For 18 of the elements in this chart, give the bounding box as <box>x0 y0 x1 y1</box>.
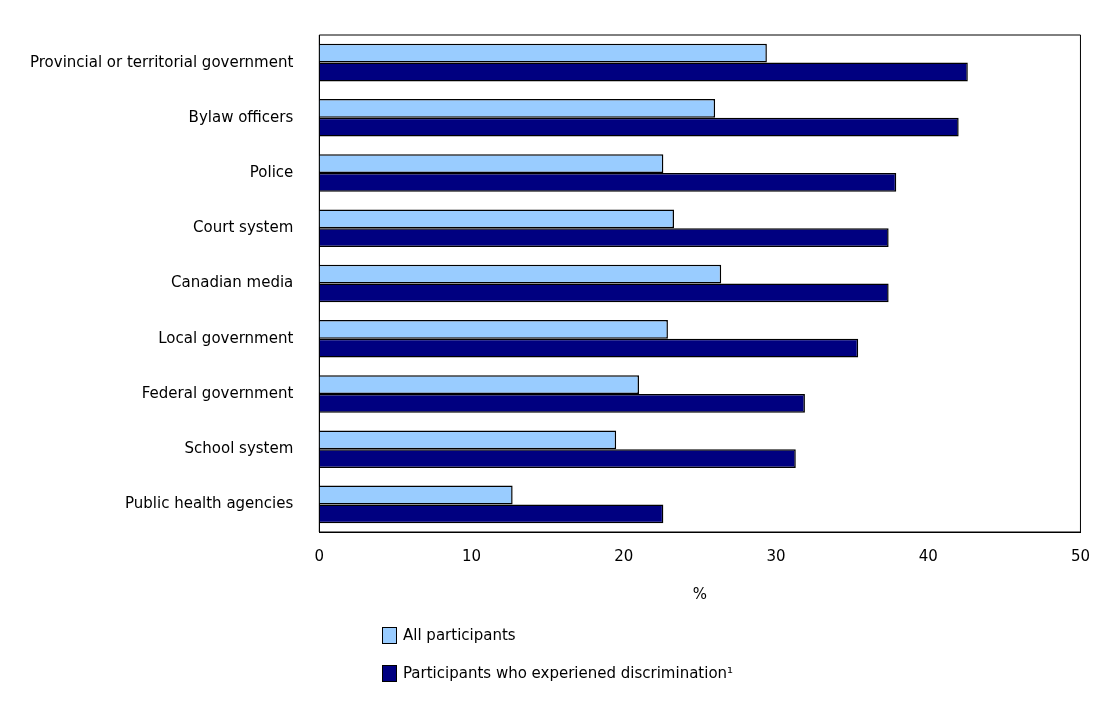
x-tick-label: 50 <box>1070 546 1090 565</box>
y-tick-label: Provincial or territorial government <box>29 52 294 71</box>
x-tick-label: 0 <box>314 546 325 565</box>
y-tick-label: Canadian media <box>171 273 294 292</box>
y-tick-label: Federal government <box>141 383 294 402</box>
legend-label: Participants who experiened discrimination¹ <box>403 664 734 682</box>
y-tick-label: Court system <box>193 218 294 237</box>
y-tick-label: Local government <box>158 328 294 347</box>
y-tick-label: Bylaw officers <box>188 107 294 126</box>
x-tick-label: 20 <box>614 546 634 565</box>
x-axis-title: % <box>692 584 708 603</box>
legend-label: All participants <box>403 626 516 644</box>
x-tick-label: 10 <box>461 546 482 565</box>
y-tick-label: Police <box>249 162 294 181</box>
x-tick-label: 30 <box>766 546 786 565</box>
y-tick-label: School system <box>184 439 294 458</box>
y-tick-label: Public health agencies <box>124 494 294 513</box>
x-tick-label: 40 <box>918 546 938 565</box>
